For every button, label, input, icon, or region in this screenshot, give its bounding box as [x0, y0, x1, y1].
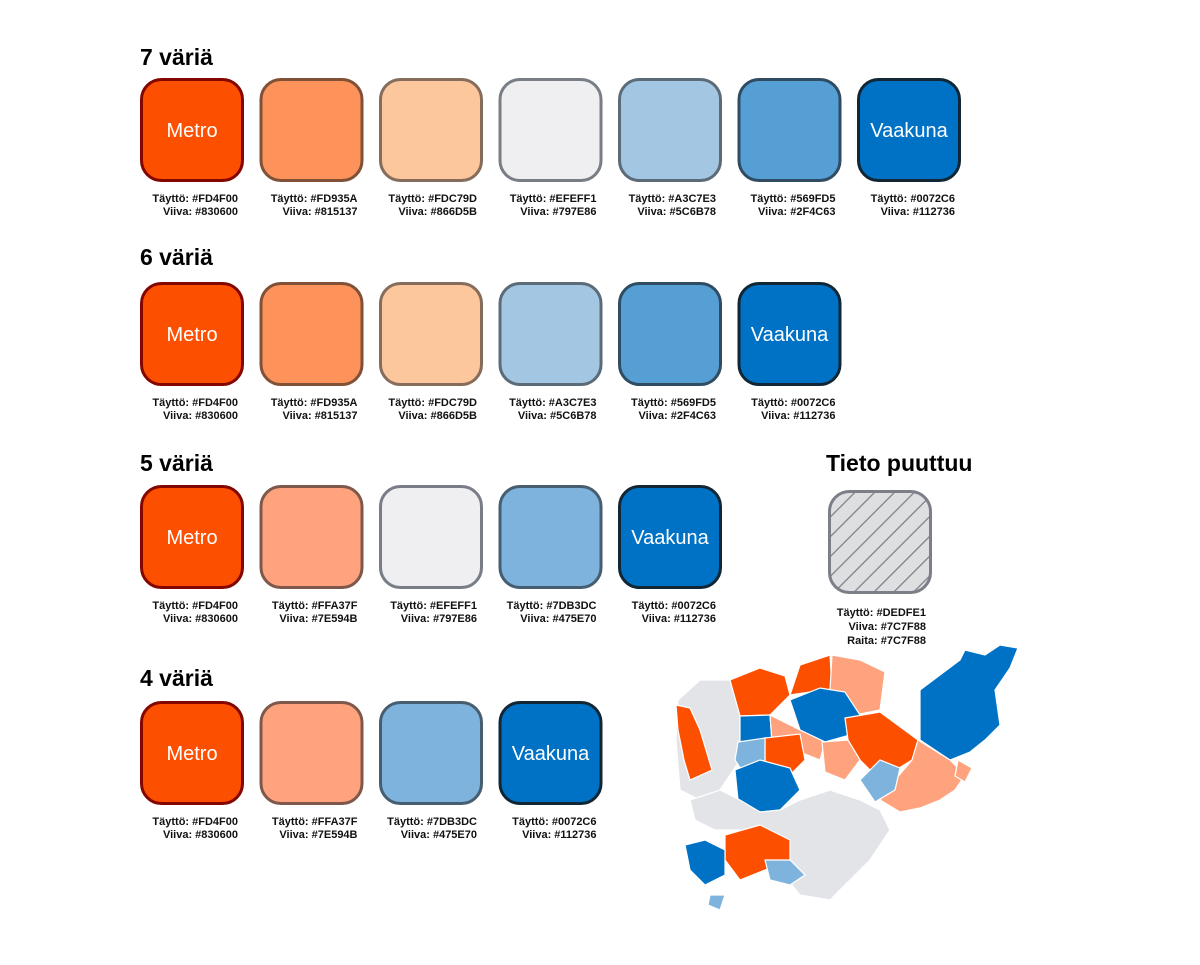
color-code: Viiva: #866D5B [398, 410, 477, 422]
swatch-label: Vaakuna [751, 324, 829, 346]
swatch [618, 282, 722, 386]
swatch [379, 78, 483, 182]
swatch [498, 485, 603, 589]
swatch [857, 78, 961, 182]
color-code: Täyttö: #FD935A [271, 397, 358, 409]
swatch-label: Vaakuna [631, 527, 709, 549]
swatch [379, 282, 483, 386]
swatch [498, 701, 603, 805]
swatch [259, 282, 364, 386]
color-code: Täyttö: #7DB3DC [387, 816, 477, 828]
color-code: Viiva: #2F4C63 [639, 410, 716, 422]
group-title: 7 väriä [140, 44, 213, 70]
color-code: Täyttö: #569FD5 [751, 193, 836, 205]
color-code: Viiva: #112736 [642, 613, 716, 625]
map [675, 644, 1019, 911]
swatch [737, 78, 842, 182]
color-code: Viiva: #797E86 [401, 613, 477, 625]
swatch [618, 78, 722, 182]
color-code: Täyttö: #EFEFF1 [510, 193, 597, 205]
color-code: Viiva: #830600 [163, 206, 238, 218]
color-code: Viiva: #815137 [282, 410, 357, 422]
group-title: 5 väriä [140, 450, 213, 476]
swatch [498, 78, 603, 182]
color-code: Täyttö: #0072C6 [751, 397, 835, 409]
swatch [259, 701, 364, 805]
group-title: 4 väriä [140, 665, 213, 691]
color-code: Täyttö: #FFA37F [272, 600, 358, 612]
map-region [707, 894, 726, 911]
swatch-label: Metro [166, 743, 217, 765]
color-code: Viiva: #830600 [163, 613, 238, 625]
color-code: Täyttö: #A3C7E3 [509, 397, 596, 409]
color-code: Viiva: #7E594B [279, 829, 357, 841]
color-code: Täyttö: #DEDFE1 [837, 607, 926, 619]
swatch [140, 485, 244, 589]
swatch [140, 78, 244, 182]
swatch [140, 282, 244, 386]
color-code: Viiva: #866D5B [398, 206, 477, 218]
map-region [764, 859, 806, 886]
map-region [821, 739, 861, 781]
swatch-label: Vaakuna [512, 743, 590, 765]
map-region [919, 644, 1019, 761]
color-code: Viiva: #5C6B78 [518, 410, 597, 422]
color-code: Täyttö: #FD4F00 [152, 816, 238, 828]
color-code: Täyttö: #FFA37F [272, 816, 358, 828]
color-code: Täyttö: #FD935A [271, 193, 358, 205]
color-code: Täyttö: #FD4F00 [152, 193, 238, 205]
color-code: Täyttö: #0072C6 [632, 600, 716, 612]
color-code: Täyttö: #FD4F00 [152, 600, 238, 612]
missing-title: Tieto puuttuu [826, 450, 972, 476]
swatch [618, 485, 722, 589]
color-code: Täyttö: #7DB3DC [507, 600, 597, 612]
color-code: Viiva: #815137 [282, 206, 357, 218]
swatch [737, 282, 842, 386]
swatch-label: Metro [166, 324, 217, 346]
swatch [259, 485, 364, 589]
color-code: Täyttö: #0072C6 [512, 816, 596, 828]
color-code: Raita: #7C7F88 [847, 635, 926, 647]
color-code: Viiva: #475E70 [401, 829, 477, 841]
color-code: Täyttö: #FDC79D [388, 193, 477, 205]
swatch [140, 701, 244, 805]
color-code: Viiva: #830600 [163, 829, 238, 841]
color-code: Täyttö: #0072C6 [871, 193, 955, 205]
map-region [859, 759, 901, 803]
swatch-missing [828, 490, 932, 594]
swatch-label: Metro [166, 527, 217, 549]
map-region [729, 667, 791, 717]
color-code: Täyttö: #EFEFF1 [390, 600, 477, 612]
color-code: Viiva: #112736 [761, 410, 835, 422]
color-code: Täyttö: #569FD5 [631, 397, 716, 409]
map-region [954, 759, 973, 783]
color-code: Viiva: #2F4C63 [758, 206, 835, 218]
swatch [498, 282, 603, 386]
color-code: Viiva: #475E70 [520, 613, 596, 625]
swatch-label: Metro [166, 120, 217, 142]
map-region [684, 839, 726, 886]
swatch [379, 485, 483, 589]
map-region [675, 704, 713, 781]
color-code: Viiva: #830600 [163, 410, 238, 422]
color-code: Viiva: #797E86 [520, 206, 596, 218]
swatch-label: Vaakuna [870, 120, 948, 142]
swatch [379, 701, 483, 805]
color-code: Täyttö: #FD4F00 [152, 397, 238, 409]
color-code: Täyttö: #FDC79D [388, 397, 477, 409]
color-code: Viiva: #5C6B78 [637, 206, 716, 218]
color-code: Viiva: #112736 [881, 206, 955, 218]
color-code: Viiva: #112736 [522, 829, 596, 841]
color-code: Täyttö: #A3C7E3 [629, 193, 716, 205]
color-code: Viiva: #7C7F88 [849, 621, 926, 633]
color-code: Viiva: #7E594B [279, 613, 357, 625]
group-title: 6 väriä [140, 244, 213, 270]
swatch [259, 78, 364, 182]
